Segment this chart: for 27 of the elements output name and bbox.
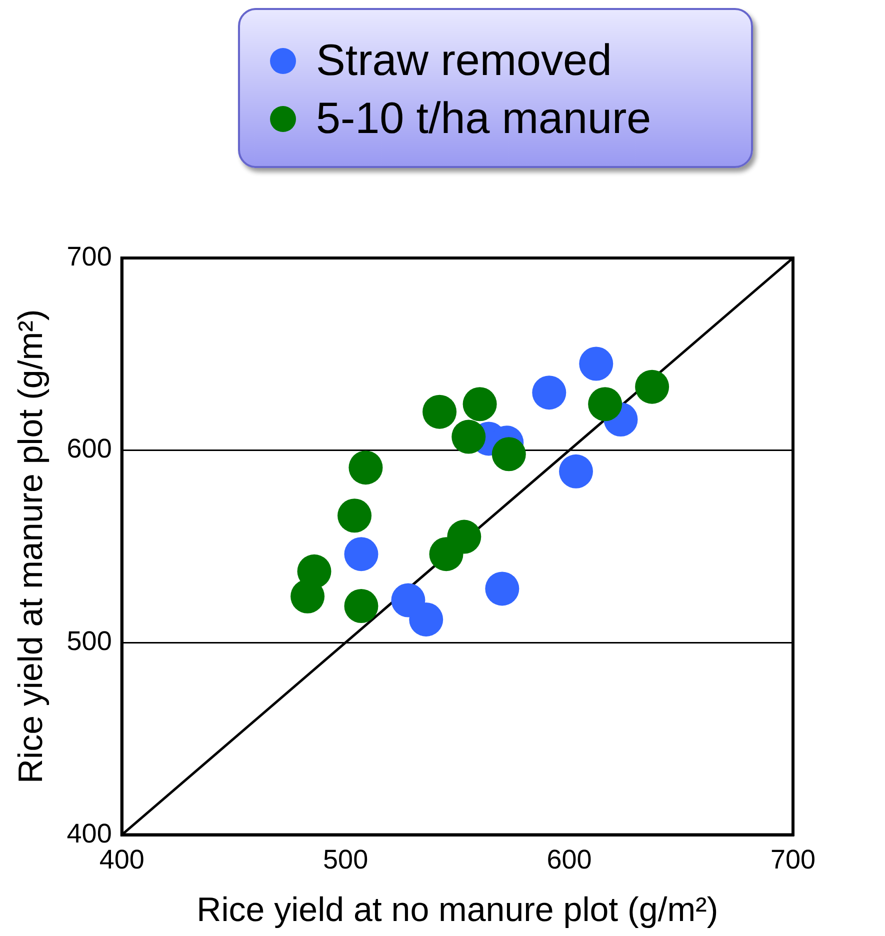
x-tick-label: 600: [546, 844, 592, 874]
y-tick-label: 600: [66, 434, 112, 464]
point: [635, 370, 670, 404]
point: [344, 589, 378, 624]
point: [452, 420, 486, 454]
point: [338, 498, 372, 533]
y-axis-title: Rice yield at manure plot (g/m²): [12, 309, 50, 784]
y-tick-label: 500: [66, 626, 112, 656]
y-tick-label: 700: [66, 241, 112, 272]
point: [409, 602, 444, 636]
point: [532, 376, 566, 410]
point: [429, 537, 464, 572]
x-tick-label: 700: [770, 844, 816, 874]
legend-label: Straw removed: [316, 35, 612, 87]
x-tick-label: 500: [323, 844, 368, 874]
legend-label: 5-10 t/ha manure: [316, 93, 652, 145]
point: [422, 394, 457, 429]
point: [348, 450, 383, 485]
x-axis-title: Rice yield at no manure plot (g/m²): [196, 890, 718, 929]
point: [485, 572, 520, 606]
point: [462, 387, 497, 422]
point: [588, 387, 622, 422]
point: [579, 346, 614, 381]
point: [492, 437, 526, 472]
point: [290, 579, 325, 614]
point: [558, 454, 593, 488]
point: [344, 537, 378, 572]
